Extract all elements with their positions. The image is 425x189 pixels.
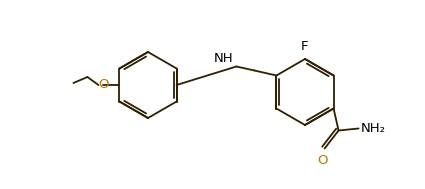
Text: O: O: [98, 78, 109, 91]
Text: NH₂: NH₂: [360, 122, 385, 135]
Text: O: O: [317, 153, 328, 167]
Text: NH: NH: [214, 51, 233, 64]
Text: F: F: [301, 40, 309, 53]
